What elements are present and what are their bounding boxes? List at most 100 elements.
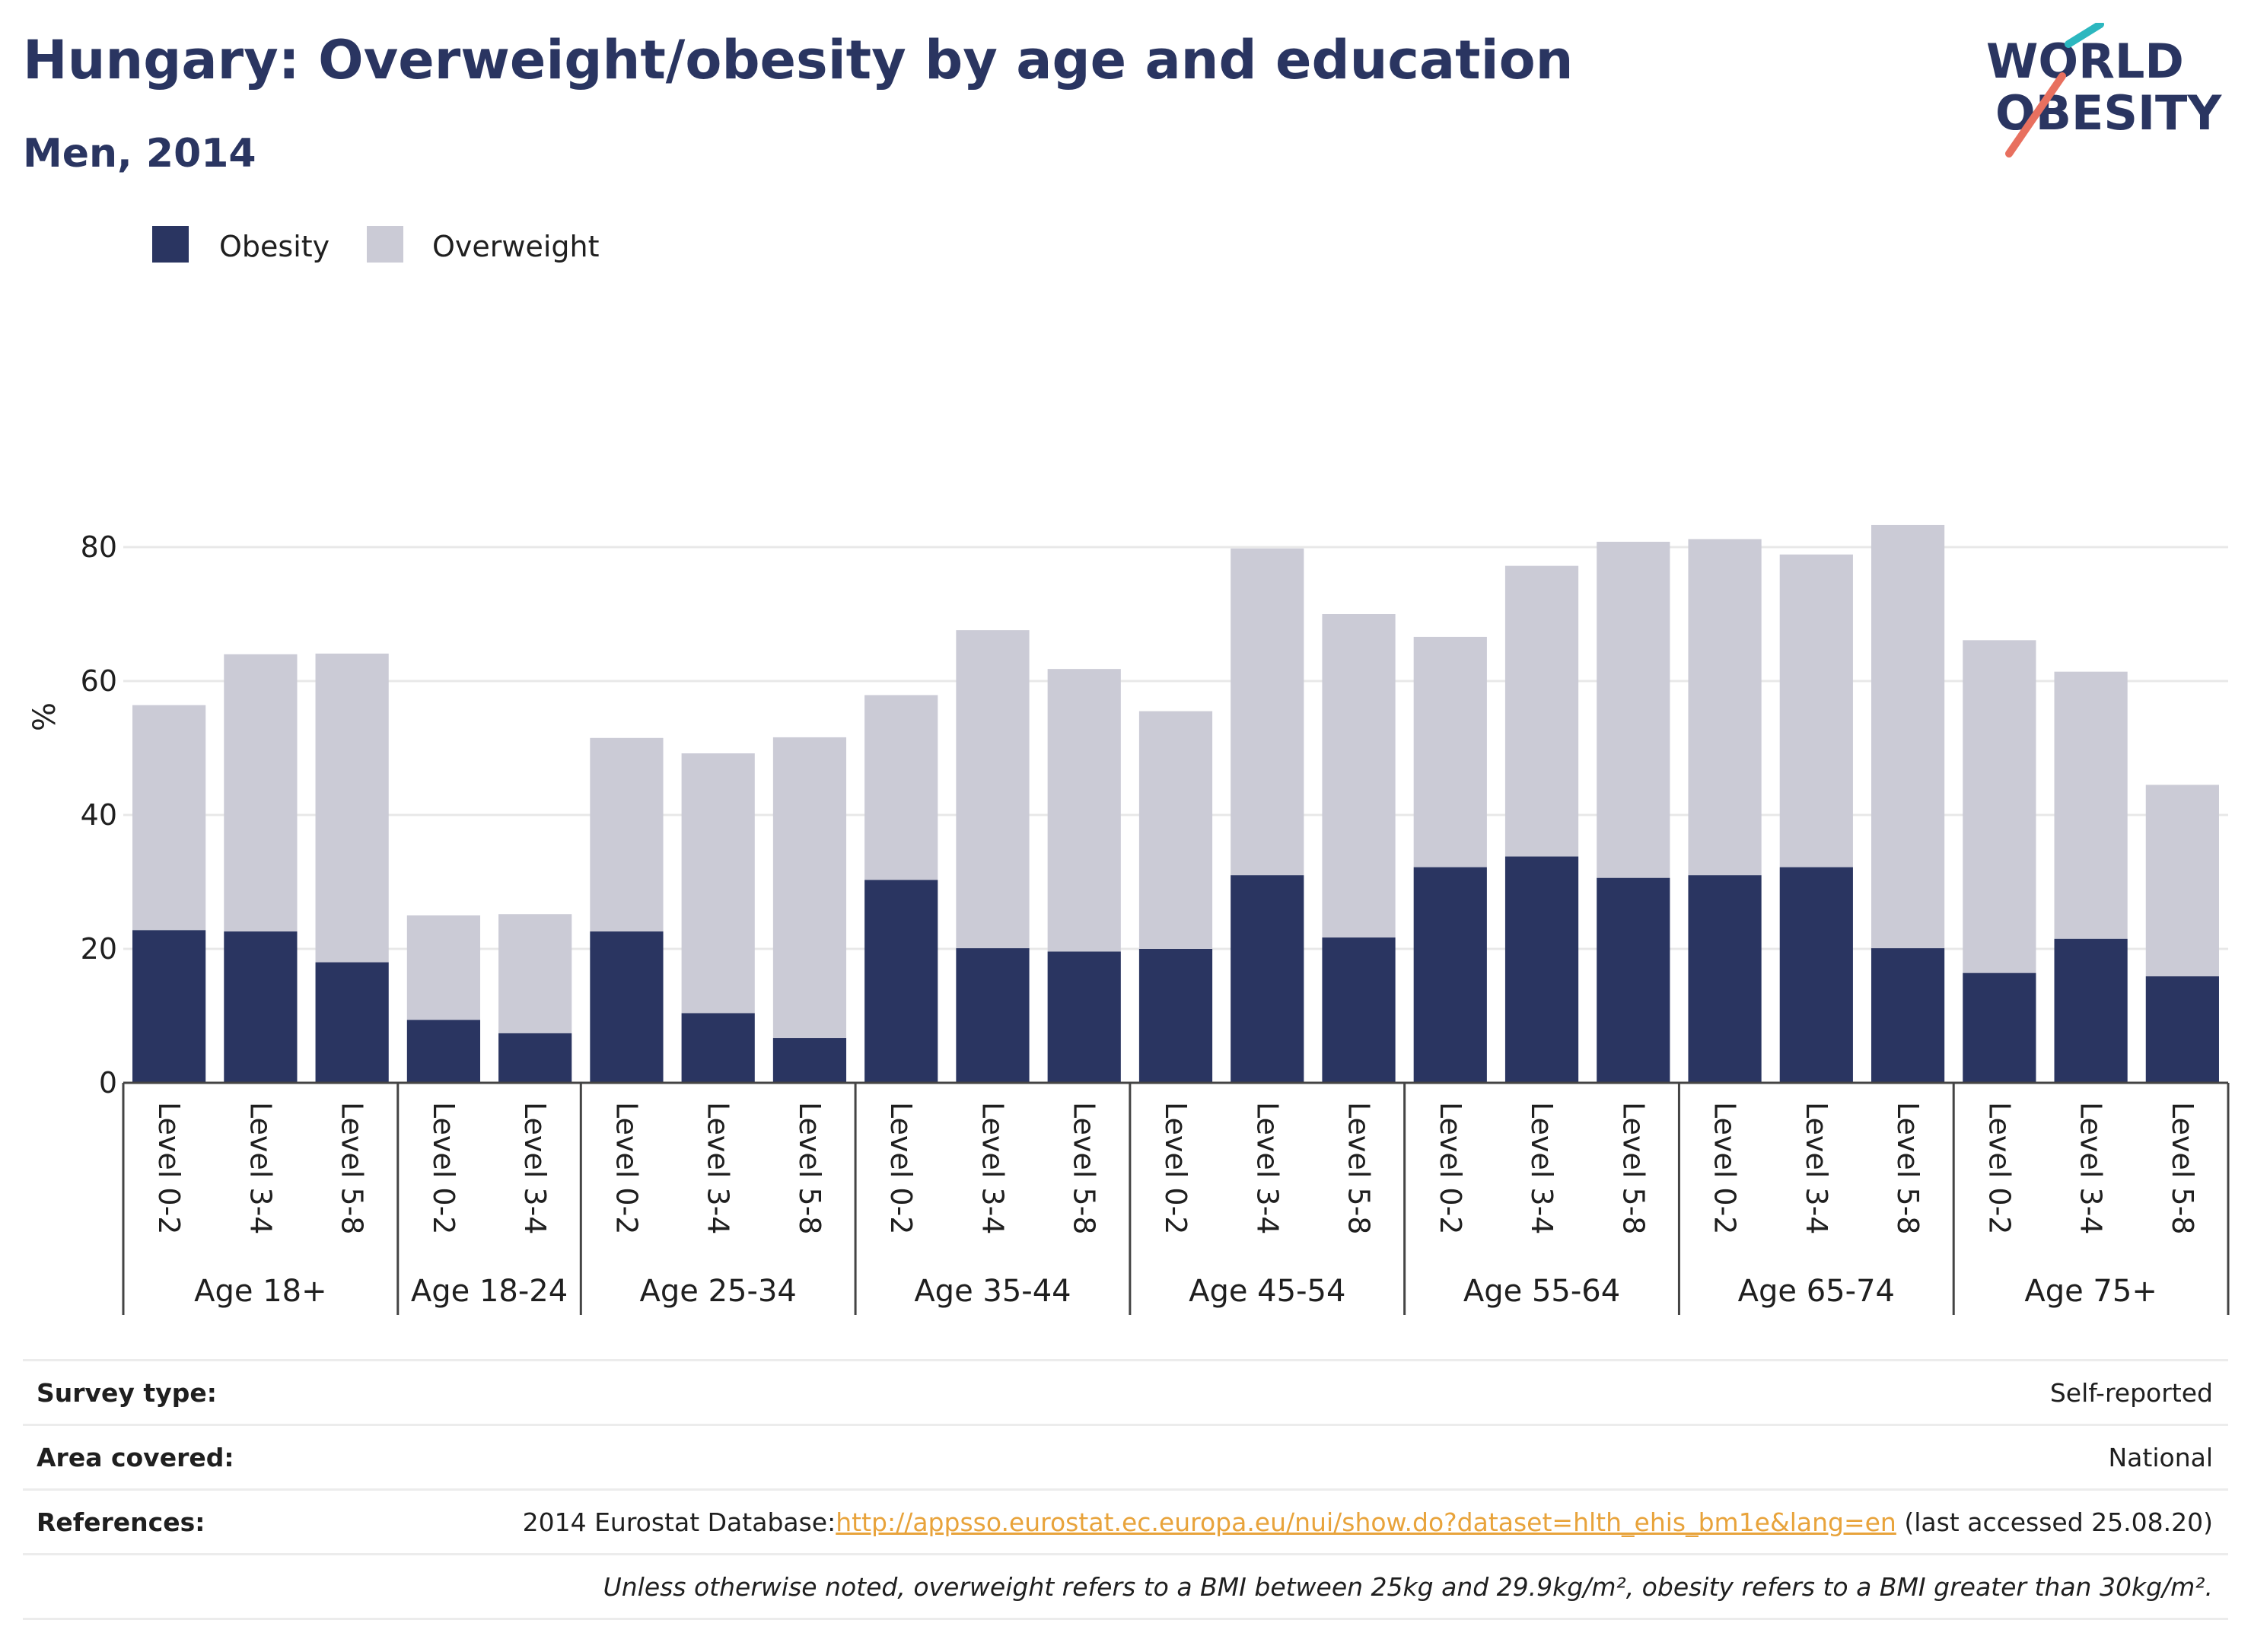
x-tick-label: Level 3-4 bbox=[1250, 1102, 1284, 1234]
bar-obesity bbox=[1597, 877, 1670, 1083]
references-value: 2014 Eurostat Database:http://appsso.eur… bbox=[523, 1507, 2213, 1537]
y-tick-label: 40 bbox=[81, 798, 117, 832]
y-axis-label: % bbox=[27, 702, 62, 731]
x-tick-label: Level 5-8 bbox=[793, 1102, 826, 1234]
stacked-bar-chart: Obesity Overweight % 0 20 40 60 80 Level 0-2… bbox=[27, 226, 2230, 1315]
legend: Obesity Overweight bbox=[152, 226, 600, 263]
bar-obesity bbox=[1963, 972, 2036, 1083]
bar-overweight bbox=[1597, 541, 1670, 878]
bar-obesity bbox=[315, 962, 389, 1083]
bar-overweight bbox=[315, 653, 389, 963]
legend-label-obesity: Obesity bbox=[219, 230, 330, 263]
x-tick-label: Level 5-8 bbox=[1068, 1102, 1101, 1234]
x-tick-label: Level 0-2 bbox=[1982, 1102, 2016, 1234]
bar-overweight bbox=[1047, 669, 1121, 952]
legend-label-overweight: Overweight bbox=[432, 230, 600, 263]
bar-overweight bbox=[956, 630, 1030, 949]
bars bbox=[132, 524, 2219, 1083]
x-tick-label: Level 0-2 bbox=[884, 1102, 918, 1234]
bar-overweight bbox=[2054, 671, 2128, 939]
bar-obesity bbox=[864, 880, 938, 1083]
survey-type-label: Survey type: bbox=[37, 1378, 217, 1408]
x-tick-label: Level 3-4 bbox=[1800, 1102, 1833, 1234]
bar-obesity bbox=[681, 1013, 755, 1083]
references-prefix: 2014 Eurostat Database: bbox=[522, 1507, 836, 1537]
survey-type-value: Self-reported bbox=[2049, 1378, 2213, 1408]
world-obesity-logo: WORLD OBESITY bbox=[1986, 23, 2222, 158]
x-tick-label: Level 3-4 bbox=[518, 1102, 552, 1234]
logo-coral-slash bbox=[2005, 72, 2066, 158]
bar-obesity bbox=[498, 1033, 572, 1083]
references-link[interactable]: http://appsso.eurostat.ec.europa.eu/nui/… bbox=[836, 1507, 1896, 1537]
x-group-label: Age 45-54 bbox=[1189, 1274, 1345, 1309]
bar-obesity bbox=[1779, 867, 1853, 1083]
bar-overweight bbox=[1688, 539, 1762, 876]
x-tick-label: Level 0-2 bbox=[1159, 1102, 1192, 1234]
bar-obesity bbox=[406, 1020, 481, 1083]
x-group-label: Age 75+ bbox=[2024, 1274, 2157, 1309]
bmi-definition-note: Unless otherwise noted, overweight refer… bbox=[603, 1572, 2213, 1602]
x-tick-label: Level 0-2 bbox=[610, 1102, 643, 1234]
bar-obesity bbox=[2054, 938, 2128, 1083]
bar-obesity bbox=[590, 931, 664, 1083]
bar-overweight bbox=[1322, 614, 1396, 938]
bar-overweight bbox=[1963, 640, 2036, 973]
bar-overweight bbox=[2145, 785, 2219, 977]
area-covered-label: Area covered: bbox=[37, 1443, 234, 1472]
bar-overweight bbox=[1413, 636, 1487, 867]
bar-obesity bbox=[1413, 867, 1487, 1083]
x-tick-label: Level 3-4 bbox=[1525, 1102, 1559, 1234]
x-tick-label: Level 0-2 bbox=[427, 1102, 460, 1234]
bar-obesity bbox=[1231, 875, 1304, 1083]
bar-overweight bbox=[1871, 524, 1945, 949]
bar-obesity bbox=[772, 1038, 847, 1083]
footer-table: Survey type: Self-reported Area covered:… bbox=[23, 1359, 2228, 1620]
bar-obesity bbox=[224, 931, 298, 1083]
bar-overweight bbox=[1779, 554, 1853, 867]
x-tick-label: Level 0-2 bbox=[1434, 1102, 1467, 1234]
bar-obesity bbox=[1871, 948, 1945, 1083]
chart-title: Hungary: Overweight/obesity by age and e… bbox=[23, 29, 1574, 91]
bar-overweight bbox=[1138, 711, 1213, 949]
x-tick-label: Level 0-2 bbox=[152, 1102, 186, 1234]
area-covered-value: National bbox=[2108, 1443, 2213, 1472]
x-axis: Level 0-2 Level 3-4 Level 5-8 Level 0-2 Leve… bbox=[122, 1081, 2230, 1315]
bar-overweight bbox=[772, 737, 847, 1039]
x-tick-label: Level 3-4 bbox=[244, 1102, 277, 1234]
y-tick-label: 20 bbox=[81, 932, 117, 966]
references-label: References: bbox=[37, 1507, 205, 1537]
y-tick-label: 60 bbox=[81, 664, 117, 698]
x-group-label: Age 35-44 bbox=[914, 1274, 1071, 1309]
footer-row-note: Unless otherwise noted, overweight refer… bbox=[23, 1553, 2228, 1620]
x-tick-label: Level 5-8 bbox=[1891, 1102, 1925, 1234]
x-tick-label: Level 5-8 bbox=[2166, 1102, 2199, 1234]
x-tick-label: Level 0-2 bbox=[1708, 1102, 1742, 1234]
legend-swatch-overweight bbox=[367, 226, 403, 263]
x-tick-label: Level 3-4 bbox=[702, 1102, 735, 1234]
x-tick-label: Level 5-8 bbox=[1342, 1102, 1376, 1234]
x-group-label: Age 18+ bbox=[194, 1274, 327, 1309]
bar-overweight bbox=[406, 915, 481, 1020]
footer-row-survey: Survey type: Self-reported bbox=[23, 1359, 2228, 1424]
y-tick-label: 80 bbox=[81, 530, 117, 564]
x-tick-label: Level 3-4 bbox=[2074, 1102, 2108, 1234]
bar-overweight bbox=[590, 737, 664, 932]
references-suffix: (last accessed 25.08.20) bbox=[1896, 1507, 2213, 1537]
bar-obesity bbox=[956, 948, 1030, 1083]
bar-obesity bbox=[1688, 875, 1762, 1083]
footer-row-references: References: 2014 Eurostat Database:http:… bbox=[23, 1488, 2228, 1553]
bar-obesity bbox=[1322, 937, 1396, 1083]
bar-overweight bbox=[1504, 565, 1579, 857]
x-tick-label: Level 5-8 bbox=[1616, 1102, 1650, 1234]
logo-teal-slash bbox=[2065, 23, 2104, 48]
footer-row-area: Area covered: National bbox=[23, 1424, 2228, 1488]
legend-swatch-obesity bbox=[152, 226, 189, 263]
x-group-label: Age 55-64 bbox=[1463, 1274, 1620, 1309]
x-tick-label: Level 5-8 bbox=[336, 1102, 369, 1234]
x-group-label: Age 25-34 bbox=[640, 1274, 797, 1309]
bar-obesity bbox=[1138, 949, 1213, 1083]
bar-obesity bbox=[2145, 976, 2219, 1083]
x-group-label: Age 65-74 bbox=[1738, 1274, 1895, 1309]
chart-subtitle: Men, 2014 bbox=[23, 131, 256, 177]
x-group-label: Age 18-24 bbox=[411, 1274, 568, 1309]
